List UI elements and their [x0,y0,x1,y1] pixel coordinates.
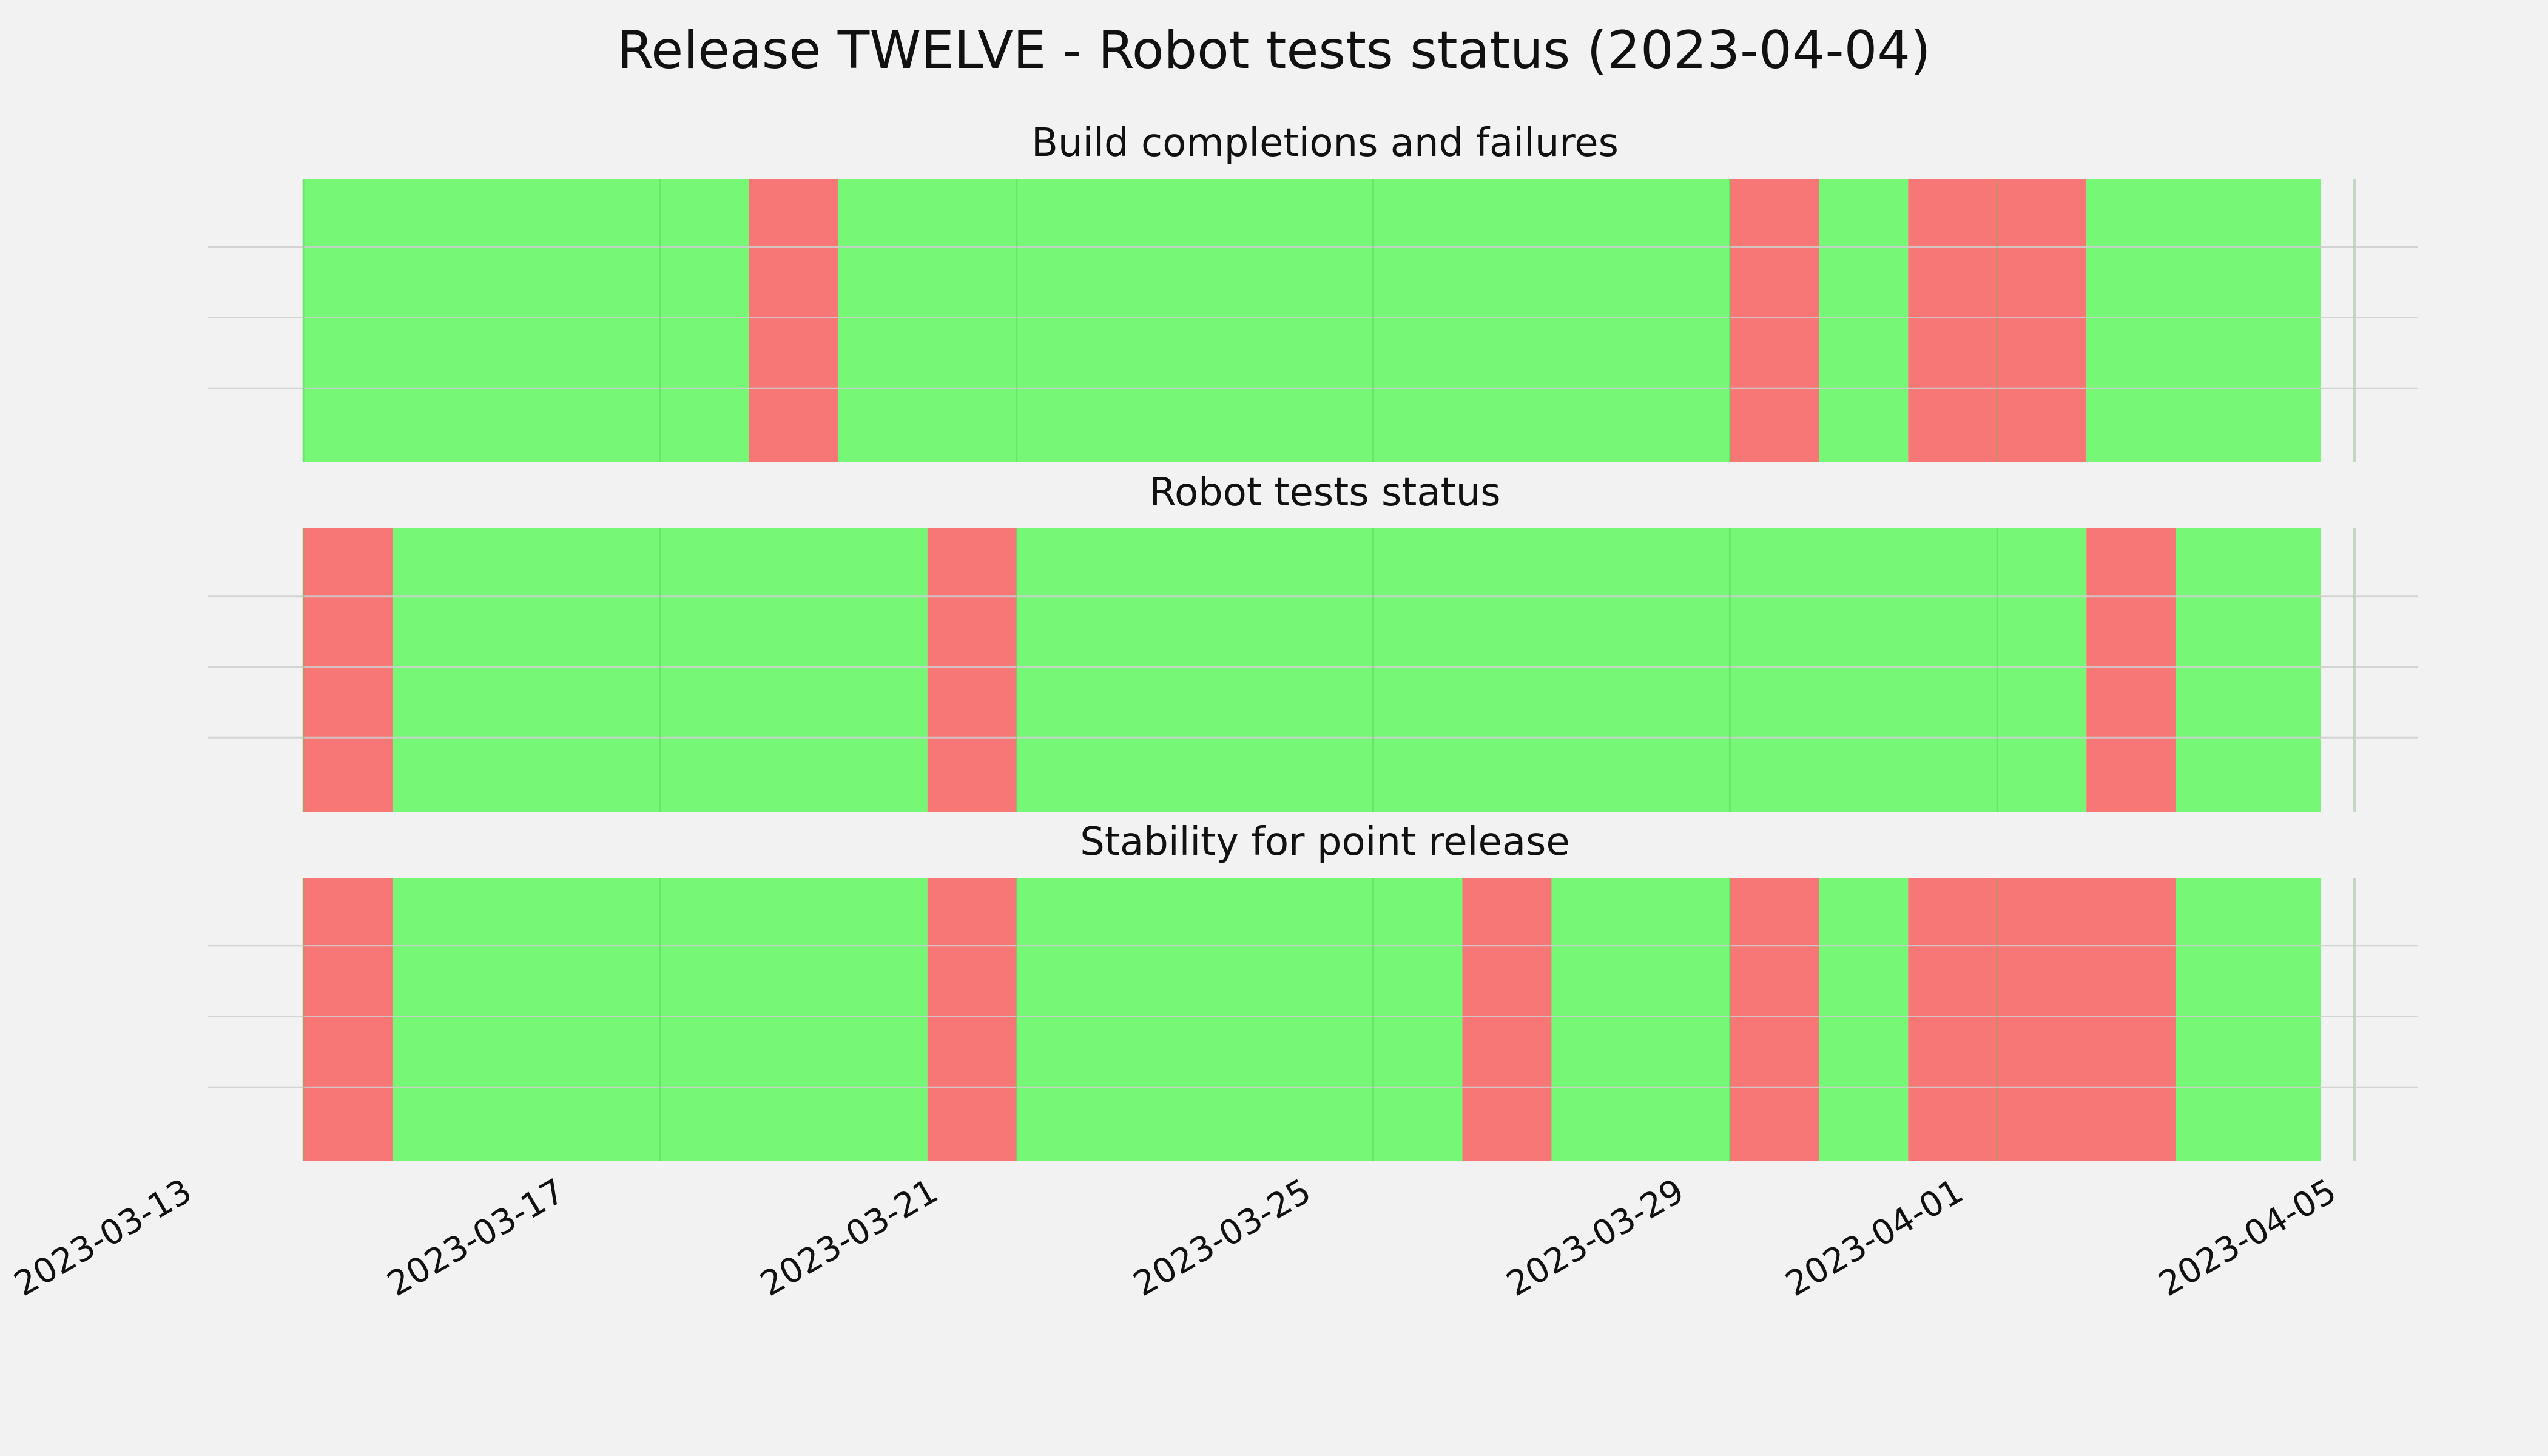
pass-segment [303,179,749,462]
fail-segment [1908,878,2176,1161]
fail-segment [927,528,1017,812]
pass-segment [1016,878,1463,1161]
pass-segment [2176,528,2320,812]
pass-segment [392,878,928,1161]
pass-segment [2176,878,2320,1161]
pass-segment [2086,179,2320,462]
panel-title: Build completions and failures [1031,121,1619,166]
panel-3: Stability for point release [208,820,2418,1161]
pass-segment [1016,528,2087,812]
fail-segment [303,528,393,812]
fail-segment [1730,179,1819,462]
fail-segment [749,179,838,462]
fail-segment [303,878,393,1161]
fail-segment [1462,878,1552,1161]
fail-segment [927,878,1017,1161]
chart-title: Release TWELVE - Robot tests status (202… [617,20,1930,81]
pass-segment [1819,878,1909,1161]
panels-group: Build completions and failures Robot test… [208,121,2418,1161]
panel-2: Robot tests status [208,470,2418,812]
pass-segment [1551,878,1730,1161]
pass-segment [392,528,928,812]
fail-segment [1730,878,1819,1161]
pass-segment [1819,179,1909,462]
panel-title: Robot tests status [1149,470,1500,515]
panel-title: Stability for point release [1080,820,1570,864]
fail-segment [1908,179,2087,462]
panel-1: Build completions and failures [208,121,2418,462]
pass-segment [838,179,1730,462]
fail-segment [2086,528,2176,812]
